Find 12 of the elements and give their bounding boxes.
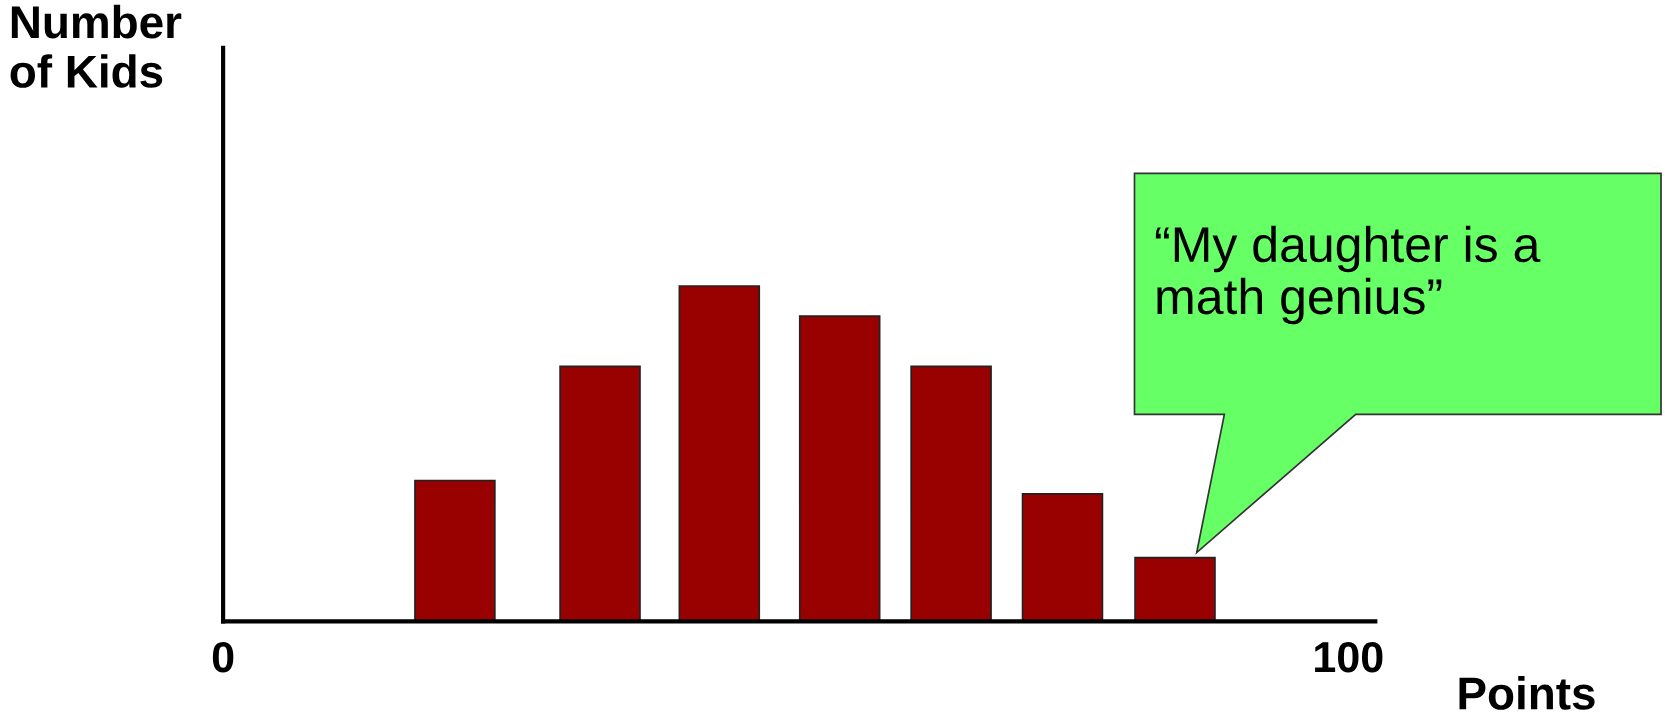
bar (414, 479, 496, 622)
bar (1021, 493, 1104, 622)
bar (1134, 556, 1216, 622)
bar (678, 285, 761, 622)
annotation: “My daughter is a math genius” (1155, 225, 1541, 325)
x-axis-title: Points (1459, 676, 1595, 710)
x-tick-label: 100 (1315, 641, 1383, 673)
bar (559, 365, 641, 622)
y-axis-title: Number of Kids (10, 4, 182, 88)
x-tick-label: 0 (212, 641, 234, 673)
bar (910, 365, 992, 622)
bar (798, 315, 881, 622)
